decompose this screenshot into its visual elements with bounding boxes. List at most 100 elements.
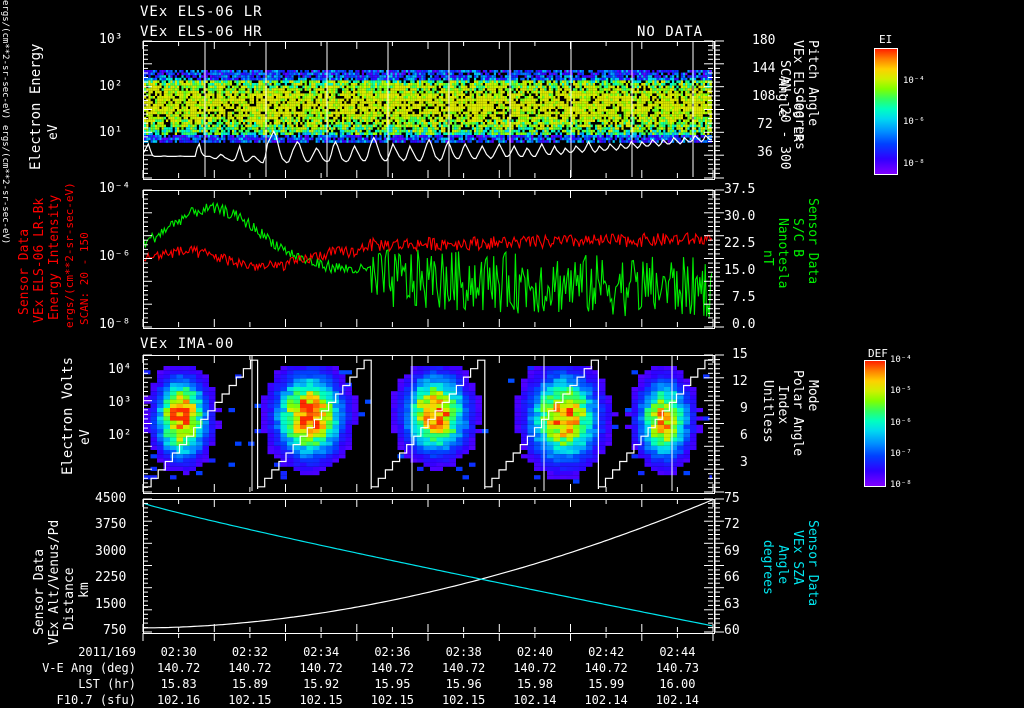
footer-cell-r0-c6: 02:42 (588, 645, 625, 659)
footer-cell-r0-c4: 02:38 (445, 645, 482, 659)
panel4-right-label-1: VEx SZA (790, 530, 805, 585)
footer-cell-r2-c0: 15.83 (160, 677, 197, 691)
footer-cell-r2-c3: 15.95 (374, 677, 411, 691)
footer-row-label-2: LST (hr) (78, 677, 136, 691)
panel4-rtick-5: 60 (724, 623, 740, 638)
panel4-ytick-1: 3750 (95, 517, 127, 532)
colorbar-def-units: ergs/(cm**2-sr-sec-eV) (0, 125, 10, 245)
panel2-ytick-2: 10⁻⁸ (99, 317, 131, 332)
panel4-rtick-1: 72 (724, 517, 740, 532)
panel3-ytick-0: 10⁴ (108, 362, 132, 377)
panel1-rtick-1: 144 (752, 61, 776, 76)
no-data-label: NO DATA (637, 24, 704, 40)
footer-cell-r1-c6: 140.72 (584, 661, 628, 675)
panel1-ytick-0: 10³ (99, 32, 123, 47)
panel4-rtick-2: 69 (724, 544, 740, 559)
panel2-rtick-2: 22.5 (724, 236, 756, 251)
footer-cell-r3-c4: 102.15 (441, 693, 486, 707)
footer-cell-r3-c1: 102.15 (228, 693, 272, 707)
panel2-rtick-3: 15.0 (724, 263, 756, 278)
panel-altitude-sza[interactable] (143, 499, 715, 634)
panel3-spectrogram (144, 356, 712, 491)
footer-cell-r1-c7: 140.73 (655, 661, 700, 675)
colorbar-def-tick-1: 10⁻⁵ (890, 386, 912, 396)
panel3-title: VEx IMA-00 (140, 336, 235, 352)
panel-ima-ion-spectrogram[interactable] (143, 355, 715, 494)
panel1-rtick-2: 108 (752, 89, 776, 104)
panel2-ytick-0: 10⁻⁴ (99, 181, 131, 196)
footer-cell-r0-c5: 02:40 (516, 645, 553, 659)
colorbar-ei-title: EI (879, 33, 893, 46)
panel4-right-label-3: degrees (760, 540, 775, 595)
panel4-ytick-4: 1500 (95, 597, 127, 612)
panel1-rtick-3: 72 (757, 117, 773, 132)
panel1-right-label-4: SCAN: 20 - 300 (777, 60, 792, 170)
colorbar-def (864, 360, 886, 487)
footer-cell-r2-c7: 16.00 (659, 677, 696, 691)
panel1-right-label-0: Pitch Angle (805, 40, 820, 127)
colorbar-def-tick-2: 10⁻⁶ (890, 418, 912, 428)
panel4-right-label-0: Sensor Data (805, 520, 820, 607)
panel2-rtick-0: 37.5 (724, 182, 756, 197)
panel2-right-label-0: Sensor Data (805, 198, 820, 285)
panel2-right-label-2: Nanotesla (775, 218, 790, 289)
footer-cell-r3-c2: 102.15 (299, 693, 343, 707)
panel1-spectrogram (144, 42, 712, 177)
panel2-rtick-5: 0.0 (732, 317, 756, 332)
panel4-ytick-5: 750 (103, 623, 127, 638)
panel3-right-label-3: Unitless (760, 380, 775, 443)
footer-cell-r0-c2: 02:34 (303, 645, 340, 659)
footer-cell-r0-c0: 02:30 (160, 645, 197, 659)
panel3-rtick-4: 3 (740, 455, 748, 470)
panel4-rtick-4: 63 (724, 597, 740, 612)
header-title-lr: VEx ELS-06 LR (140, 4, 263, 20)
panel2-ytick-1: 10⁻⁶ (99, 249, 131, 264)
footer-cell-r2-c5: 15.98 (516, 677, 553, 691)
colorbar-def-title: DEF (868, 347, 888, 360)
panel-els-pitch-angle[interactable] (143, 41, 715, 180)
footer-cell-r1-c1: 140.72 (228, 661, 272, 675)
footer-cell-r3-c3: 102.15 (370, 693, 415, 707)
panel1-ytick-2: 10¹ (99, 125, 123, 140)
panel3-rtick-0: 15 (732, 347, 748, 362)
footer-row-label-3: F10.7 (sfu) (56, 693, 136, 707)
footer-cell-r2-c2: 15.92 (303, 677, 340, 691)
colorbar-ei-tick-2: 10⁻⁸ (903, 159, 925, 169)
colorbar-ei-units: ergs/(cm**2-sr-sec-eV) (0, 0, 10, 120)
panel3-right-label-2: Index (775, 385, 790, 425)
panel2-right-label-3: nT (760, 250, 775, 266)
footer-cell-r2-c4: 15.96 (445, 677, 482, 691)
panel3-rtick-3: 6 (740, 428, 748, 443)
panel1-rtick-0: 180 (752, 33, 776, 48)
panel1-right-label-1: VEx ELS-06 LR (790, 40, 805, 142)
colorbar-def-tick-3: 10⁻⁷ (890, 449, 912, 459)
footer-cell-r3-c7: 102.14 (655, 693, 700, 707)
panel3-right-label-1: Polar Angle (790, 370, 805, 457)
footer-cell-r1-c3: 140.72 (370, 661, 415, 675)
panel1-ytick-1: 10² (99, 79, 123, 94)
panel1-right-label-3: degrees (792, 95, 807, 150)
panel3-rtick-2: 9 (740, 401, 748, 416)
panel4-ytick-2: 3000 (95, 544, 127, 559)
footer-cell-r3-c6: 102.14 (584, 693, 628, 707)
footer-cell-r3-c0: 102.16 (156, 693, 201, 707)
footer-cell-r1-c5: 140.72 (513, 661, 557, 675)
footer-cell-r0-c1: 02:32 (231, 645, 268, 659)
footer-cell-r2-c6: 15.99 (588, 677, 625, 691)
panel-energy-intensity-bfield[interactable] (143, 190, 715, 329)
colorbar-def-tick-0: 10⁻⁴ (890, 355, 912, 365)
footer-row-label-0: 2011/169 (78, 645, 136, 659)
footer-cell-r1-c2: 140.72 (299, 661, 343, 675)
panel4-traces (144, 500, 712, 631)
panel4-rtick-0: 75 (724, 491, 740, 506)
footer-row-label-1: V-E Ang (deg) (42, 661, 136, 675)
panel4-ytick-0: 4500 (95, 491, 127, 506)
panel1-rtick-4: 36 (757, 145, 773, 160)
colorbar-ei-tick-0: 10⁻⁴ (903, 76, 925, 86)
panel2-rtick-4: 7.5 (732, 290, 756, 305)
panel3-ytick-2: 10² (108, 428, 132, 443)
footer-cell-r0-c7: 02:44 (659, 645, 696, 659)
panel3-right-label-0: Mode (805, 380, 820, 412)
footer-cell-r1-c0: 140.72 (156, 661, 201, 675)
panel2-right-label-1: S/C B (790, 218, 805, 258)
